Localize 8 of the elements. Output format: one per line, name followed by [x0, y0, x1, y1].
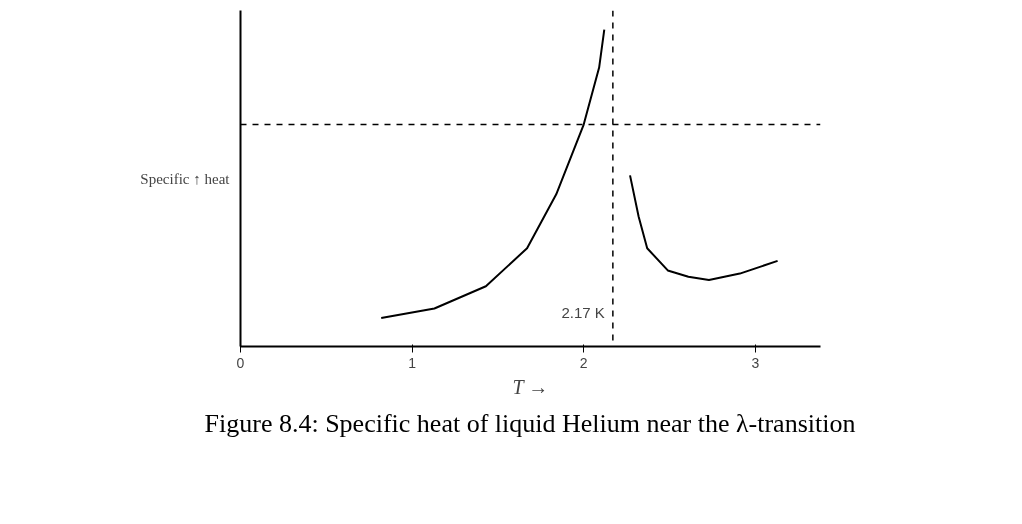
- x-tick-label: 2: [579, 354, 588, 371]
- y-axis-title: Specific ↑ heat: [140, 170, 231, 187]
- x-tick-label: 1: [408, 354, 417, 371]
- x-tick-label: 3: [751, 354, 760, 371]
- x-tick-label: 0: [236, 354, 245, 371]
- caption: Figure 8.4: Specific heat of liquid Helium near the λ-transition: [204, 408, 856, 440]
- x-axis-title: T →: [512, 375, 549, 398]
- ref-line-label: 2.17 K: [561, 304, 605, 322]
